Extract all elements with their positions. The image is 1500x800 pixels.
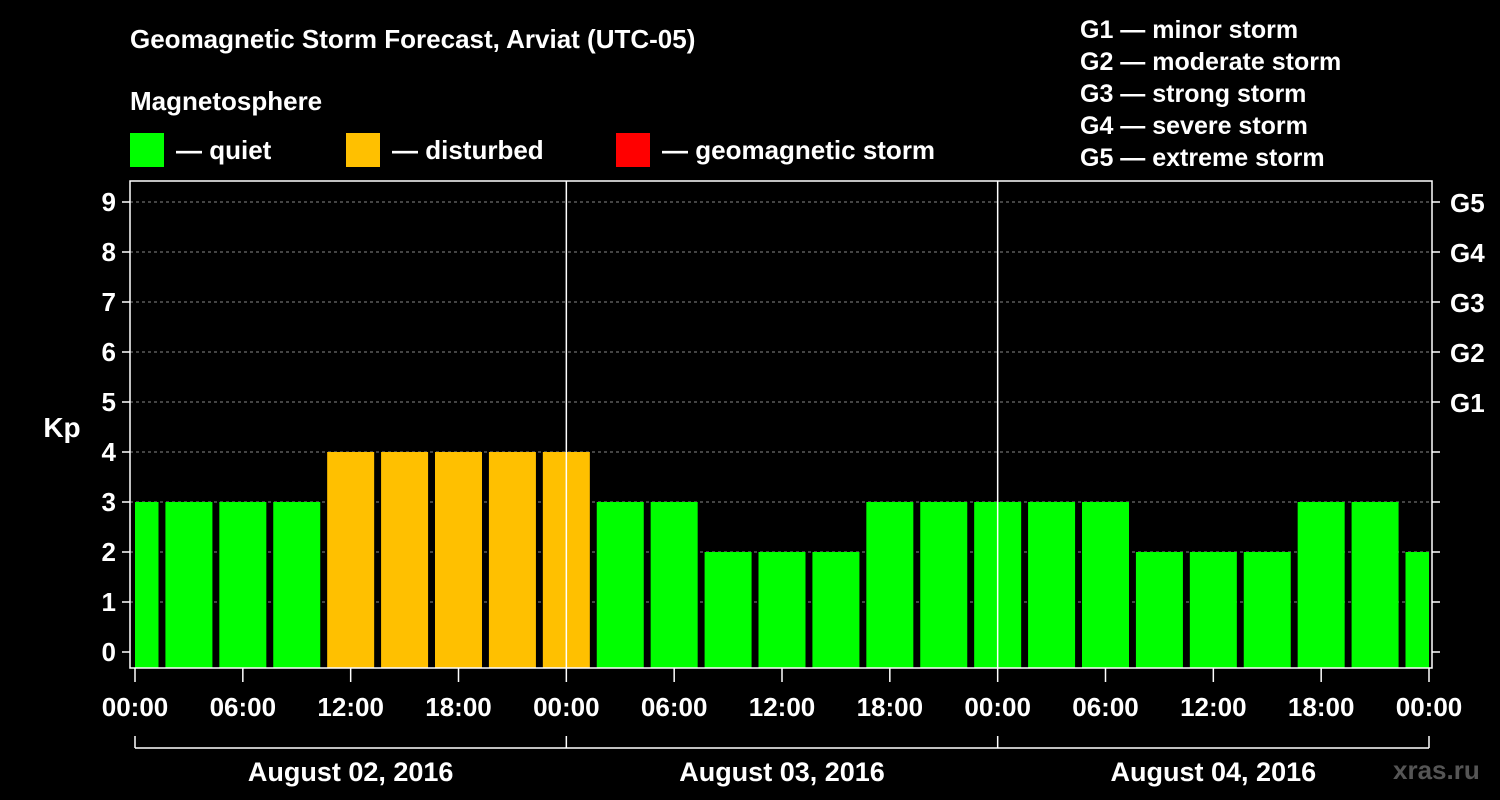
y-tick-label: 8	[102, 237, 116, 267]
bar	[435, 452, 482, 668]
storm-level-g2: G2 — moderate storm	[1080, 48, 1342, 76]
storm-level-g5: G5 — extreme storm	[1080, 144, 1325, 172]
legend-swatch-quiet	[130, 133, 164, 167]
x-tick-label: 06:00	[1072, 692, 1139, 722]
storm-scale-label: G1	[1450, 388, 1485, 418]
bar	[273, 502, 321, 668]
y-tick-label: 4	[102, 437, 117, 467]
chart-title: Geomagnetic Storm Forecast, Arviat (UTC-…	[130, 24, 696, 54]
y-tick-label: 7	[102, 287, 116, 317]
storm-level-g3: G3 — strong storm	[1080, 80, 1307, 108]
legend-label-quiet: — quiet	[176, 134, 272, 165]
storm-level-g1: G1 — minor storm	[1080, 16, 1299, 44]
bar	[812, 552, 860, 668]
bar	[704, 552, 752, 668]
bar	[219, 502, 267, 668]
y-tick-label: 2	[102, 537, 116, 567]
x-tick-label: 18:00	[1288, 692, 1355, 722]
x-tick-label: 00:00	[1396, 692, 1463, 722]
bar	[1405, 552, 1429, 668]
bar	[1135, 552, 1183, 668]
storm-scale-label: G4	[1450, 238, 1485, 268]
x-tick-label: 18:00	[425, 692, 492, 722]
day-label: August 02, 2016	[248, 757, 454, 787]
chart-subtitle: Magnetosphere	[130, 86, 323, 116]
bar	[758, 552, 806, 668]
x-tick-label: 06:00	[210, 692, 277, 722]
legend-swatch-disturbed	[346, 133, 380, 167]
storm-scale-label: G5	[1450, 188, 1485, 218]
x-tick-label: 12:00	[749, 692, 816, 722]
x-tick-label: 12:00	[1180, 692, 1247, 722]
bar	[1243, 552, 1291, 668]
x-tick-label: 06:00	[641, 692, 708, 722]
legend-label-storm: — geomagnetic storm	[662, 134, 936, 165]
bar	[596, 502, 644, 668]
legend-item-disturbed: — disturbed	[346, 133, 544, 167]
y-tick-label: 5	[102, 387, 116, 417]
legend-swatch-storm	[616, 133, 650, 167]
bar	[1351, 502, 1399, 668]
bar	[165, 502, 213, 668]
plot-frame	[129, 180, 1433, 669]
legend-item-quiet: — quiet	[130, 133, 271, 167]
bar	[866, 502, 914, 668]
x-tick-label: 12:00	[317, 692, 384, 722]
y-tick-label: 1	[102, 587, 116, 617]
day-label: August 04, 2016	[1111, 757, 1317, 787]
bar	[920, 502, 968, 668]
y-tick-label: 9	[102, 187, 116, 217]
bar	[488, 452, 536, 668]
day-label: August 03, 2016	[679, 757, 885, 787]
storm-level-g4: G4 — severe storm	[1080, 112, 1308, 140]
x-tick-label: 00:00	[102, 692, 169, 722]
storm-level-legend: G1 — minor storm G2 — moderate storm G3 …	[1080, 14, 1341, 174]
watermark: xras.ru	[1393, 755, 1480, 785]
bar	[1028, 502, 1076, 668]
legend-item-storm: — geomagnetic storm	[616, 133, 935, 167]
y-tick-label: 0	[102, 637, 116, 667]
x-tick-label: 18:00	[857, 692, 924, 722]
y-tick-label: 6	[102, 337, 116, 367]
storm-scale-label: G2	[1450, 338, 1485, 368]
bar	[1297, 502, 1345, 668]
bar	[381, 452, 429, 668]
bar	[1082, 502, 1129, 668]
legend-label-disturbed: — disturbed	[392, 134, 544, 165]
x-tick-label: 00:00	[533, 692, 600, 722]
y-tick-label: 3	[102, 487, 116, 517]
y-axis-label: Kp	[43, 412, 80, 443]
x-tick-label: 00:00	[964, 692, 1031, 722]
bar	[135, 502, 159, 668]
bar	[650, 502, 698, 668]
bar	[327, 452, 375, 668]
bar	[1189, 552, 1237, 668]
storm-scale-label: G3	[1450, 288, 1485, 318]
